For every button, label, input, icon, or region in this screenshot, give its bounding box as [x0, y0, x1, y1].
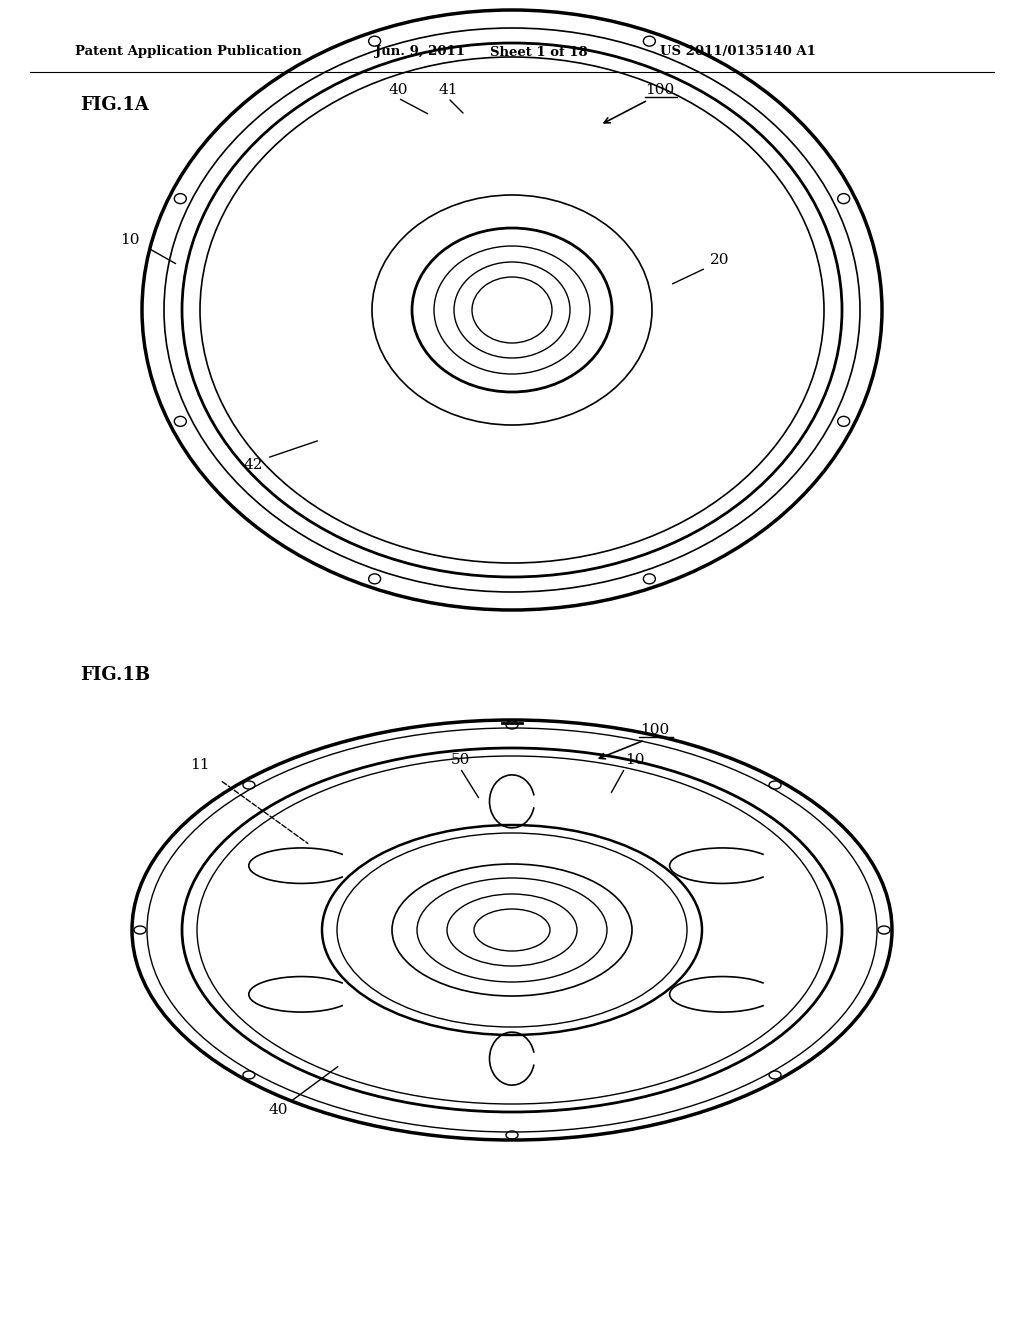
Text: 10: 10: [120, 234, 139, 247]
Text: Patent Application Publication: Patent Application Publication: [75, 45, 302, 58]
Text: 10: 10: [626, 752, 645, 767]
Text: 42: 42: [244, 458, 263, 473]
Text: US 2011/0135140 A1: US 2011/0135140 A1: [660, 45, 816, 58]
Text: 40: 40: [268, 1104, 288, 1117]
Text: 11: 11: [190, 758, 210, 772]
Text: 100: 100: [645, 83, 675, 96]
Text: 20: 20: [711, 253, 730, 267]
Text: Jun. 9, 2011: Jun. 9, 2011: [375, 45, 465, 58]
Text: FIG.1A: FIG.1A: [80, 96, 148, 114]
Text: 41: 41: [438, 83, 458, 96]
Text: 40: 40: [388, 83, 408, 96]
Text: 50: 50: [451, 752, 470, 767]
Text: 100: 100: [640, 723, 670, 737]
Text: Sheet 1 of 18: Sheet 1 of 18: [490, 45, 588, 58]
Text: FIG.1B: FIG.1B: [80, 667, 151, 684]
